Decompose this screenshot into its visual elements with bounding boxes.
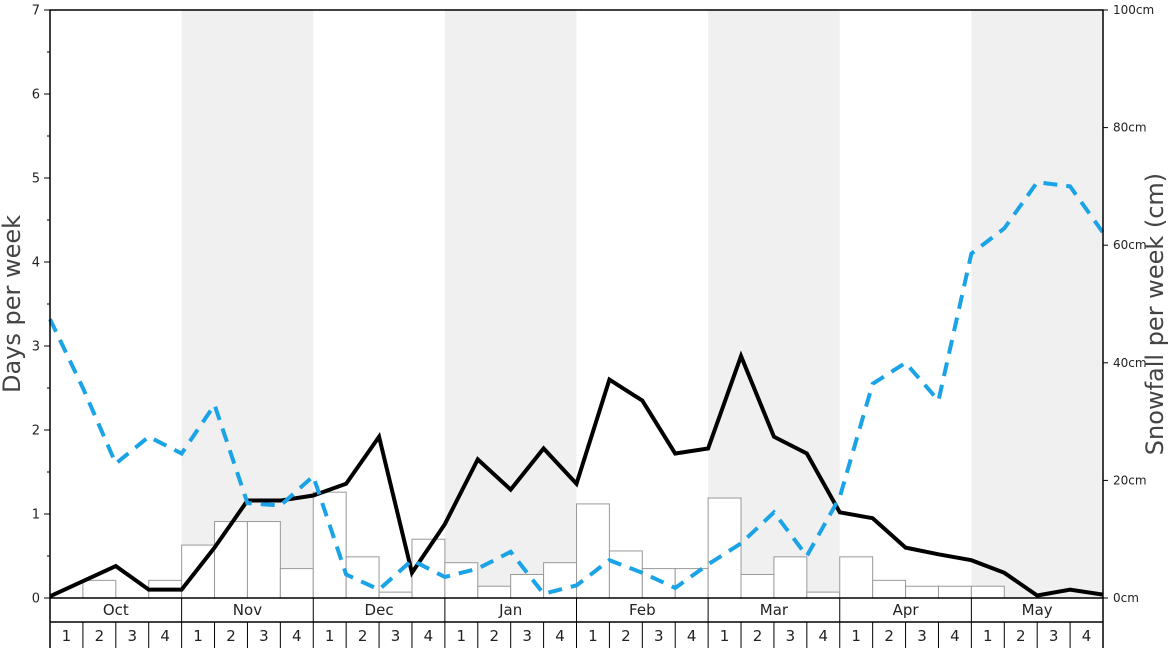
snowfall-bar <box>806 591 841 599</box>
right-tick-label: 0cm <box>1113 591 1139 605</box>
week-label: 2 <box>489 627 499 645</box>
left-tick-label: 1 <box>32 508 40 523</box>
snowfall-bar <box>444 562 479 599</box>
right-tick-label: 60cm <box>1113 238 1147 252</box>
snowfall-bar <box>839 556 874 599</box>
week-label: 1 <box>62 627 72 645</box>
shade-may <box>971 10 1103 598</box>
left-tick-label: 2 <box>32 424 40 439</box>
snowfall-bar <box>641 568 676 599</box>
week-label: 4 <box>687 627 697 645</box>
left-tick-label: 0 <box>32 592 40 607</box>
week-label: 4 <box>555 627 565 645</box>
right-tick-label: 100cm <box>1113 3 1154 17</box>
right-tick-label: 80cm <box>1113 121 1147 135</box>
x-axis: Oct 1 2 3 4 Nov 1 2 3 4 Dec 1 2 3 4 Jan 1 2 3 4 Feb 1 2 3 4 Mar 1 2… <box>49 598 1104 648</box>
month-label: Jan <box>498 601 522 619</box>
right-axis: 0cm 20cm 40cm 60cm 80cm 100cm <box>1103 3 1154 605</box>
right-axis-title: Snowfall per week (cm) <box>1141 173 1168 455</box>
month-label: May <box>1022 601 1053 619</box>
dashed-series-line <box>48 180 1105 597</box>
left-axis-title: Days per week <box>0 215 26 393</box>
week-label: 4 <box>950 627 960 645</box>
week-label: 2 <box>358 627 368 645</box>
week-label: 1 <box>457 627 467 645</box>
snowfall-bar <box>773 556 808 599</box>
week-label: 1 <box>588 627 598 645</box>
week-label: 2 <box>621 627 631 645</box>
week-label: 1 <box>851 627 861 645</box>
left-tick-label: 3 <box>32 340 40 355</box>
month-label: Mar <box>760 601 789 619</box>
left-tick-label: 6 <box>32 88 40 103</box>
snowfall-bar <box>477 585 512 599</box>
week-label: 2 <box>226 627 236 645</box>
week-label: 3 <box>786 627 796 645</box>
week-label: 4 <box>819 627 829 645</box>
snowfall-bar <box>378 591 413 599</box>
left-tick-label: 7 <box>32 4 40 19</box>
month-shading <box>181 10 1103 598</box>
snowfall-bar <box>740 573 775 599</box>
month-label: Feb <box>629 601 656 619</box>
week-label: 1 <box>720 627 730 645</box>
snowfall-bar <box>872 579 907 599</box>
snowfall-bar <box>82 579 117 599</box>
week-label: 1 <box>983 627 993 645</box>
week-label: 3 <box>259 627 269 645</box>
snowfall-bar <box>279 568 314 599</box>
snowfall-bar <box>608 550 643 599</box>
shade-nov <box>181 10 314 598</box>
right-tick-label: 40cm <box>1113 356 1147 370</box>
week-label: 3 <box>391 627 401 645</box>
week-label: 4 <box>424 627 434 645</box>
snowfall-bar <box>905 585 939 599</box>
month-label: Apr <box>893 601 920 619</box>
week-label: 1 <box>193 627 203 645</box>
week-label: 3 <box>522 627 532 645</box>
left-tick-label: 4 <box>32 256 40 271</box>
week-label: 2 <box>95 627 105 645</box>
month-label: Oct <box>103 601 129 619</box>
week-label: 4 <box>160 627 170 645</box>
week-label: 3 <box>1049 627 1059 645</box>
shade-jan <box>444 10 577 598</box>
week-label: 1 <box>325 627 335 645</box>
solid-series-line <box>49 350 1104 599</box>
week-label: 3 <box>127 627 137 645</box>
week-label: 3 <box>654 627 664 645</box>
snowfall-bar <box>214 521 248 599</box>
left-axis: 0 1 2 3 4 5 6 7 <box>32 4 50 607</box>
month-label: Dec <box>365 601 394 619</box>
month-label: Nov <box>233 601 262 619</box>
week-label: 3 <box>917 627 927 645</box>
week-label: 4 <box>1082 627 1092 645</box>
data-lines <box>48 180 1105 599</box>
snowfall-bar <box>970 585 1005 599</box>
right-tick-label: 20cm <box>1113 473 1147 487</box>
snowfall-bars <box>82 491 1005 599</box>
snowfall-bar <box>937 585 972 599</box>
week-label: 4 <box>292 627 302 645</box>
snowfall-bar <box>312 491 347 599</box>
week-label: 2 <box>753 627 763 645</box>
week-label: 2 <box>1016 627 1026 645</box>
left-tick-label: 5 <box>32 172 40 187</box>
snowfall-bar <box>246 521 281 599</box>
week-label: 2 <box>884 627 894 645</box>
